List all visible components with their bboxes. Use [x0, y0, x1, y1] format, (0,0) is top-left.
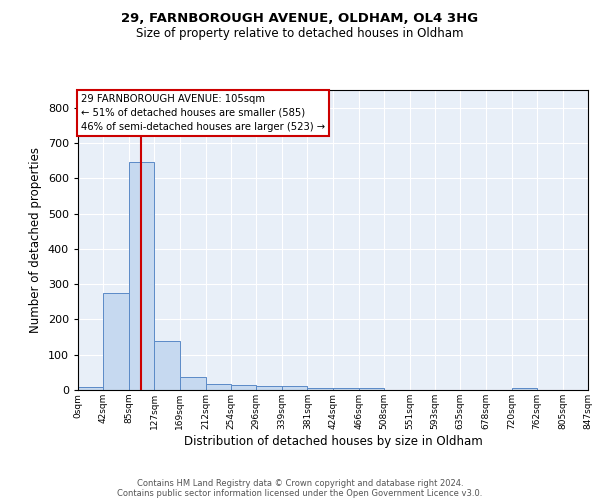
Bar	[180, 377, 206, 390]
Text: Contains public sector information licensed under the Open Government Licence v3: Contains public sector information licen…	[118, 488, 482, 498]
Text: Size of property relative to detached houses in Oldham: Size of property relative to detached ho…	[136, 28, 464, 40]
Bar	[512, 388, 537, 390]
Y-axis label: Number of detached properties: Number of detached properties	[29, 147, 42, 333]
Bar	[282, 386, 307, 390]
Bar	[129, 162, 154, 390]
Bar	[359, 388, 384, 390]
Bar	[256, 386, 282, 390]
Bar	[78, 387, 103, 390]
Bar	[206, 384, 231, 390]
X-axis label: Distribution of detached houses by size in Oldham: Distribution of detached houses by size …	[184, 434, 482, 448]
Bar	[103, 293, 129, 390]
Bar	[231, 386, 256, 390]
Text: 29 FARNBOROUGH AVENUE: 105sqm
← 51% of detached houses are smaller (585)
46% of : 29 FARNBOROUGH AVENUE: 105sqm ← 51% of d…	[81, 94, 325, 132]
Text: 29, FARNBOROUGH AVENUE, OLDHAM, OL4 3HG: 29, FARNBOROUGH AVENUE, OLDHAM, OL4 3HG	[121, 12, 479, 26]
Bar	[334, 388, 359, 390]
Text: Contains HM Land Registry data © Crown copyright and database right 2024.: Contains HM Land Registry data © Crown c…	[137, 478, 463, 488]
Bar	[307, 388, 334, 390]
Bar	[154, 340, 180, 390]
